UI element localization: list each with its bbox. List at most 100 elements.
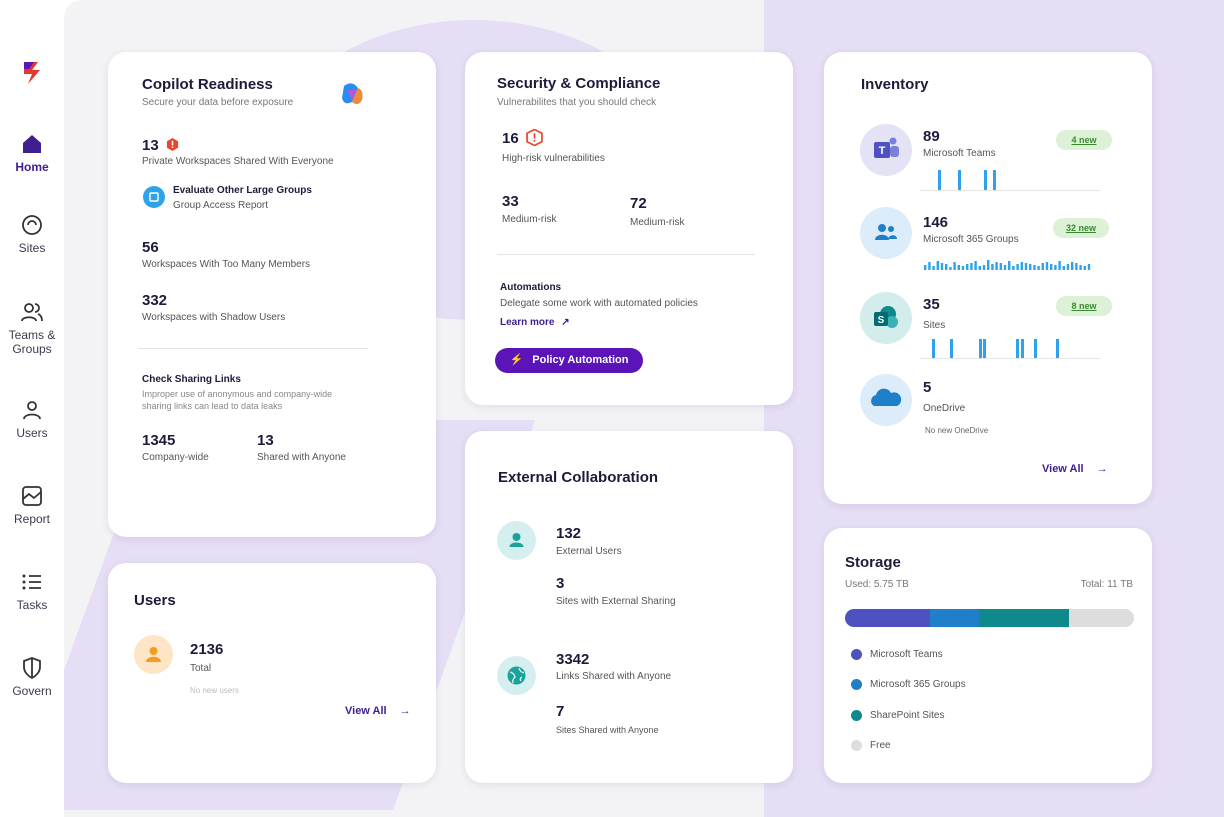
sparkline-bar bbox=[978, 266, 981, 270]
card-title: Inventory bbox=[861, 76, 929, 93]
legend-label: Free bbox=[870, 740, 891, 751]
card-title: Copilot Readiness bbox=[142, 76, 273, 93]
tasks-icon bbox=[22, 574, 41, 590]
sidebar-item-label: Groups bbox=[12, 342, 52, 356]
sidebar-item-govern[interactable]: Govern bbox=[0, 656, 64, 698]
sparkline-bar bbox=[936, 261, 939, 270]
sparkline-bar bbox=[928, 262, 931, 270]
policy-automation-button[interactable]: ⚡ Policy Automation bbox=[495, 348, 643, 373]
sparkline-bar bbox=[949, 267, 952, 270]
legend-dot-sharepoint bbox=[851, 710, 862, 721]
storage-card: Storage Used: 5.75 TB Total: 11 TB Micro… bbox=[824, 528, 1152, 783]
sparkline-bar bbox=[945, 264, 948, 270]
learn-more-link[interactable]: Learn more ↗ bbox=[500, 317, 570, 328]
sparkline-bar bbox=[1050, 264, 1053, 270]
evaluate-groups-link[interactable]: Evaluate Other Large Groups bbox=[173, 185, 312, 196]
medium-risk-count: 33 bbox=[502, 193, 519, 210]
private-workspaces-label: Private Workspaces Shared With Everyone bbox=[142, 156, 334, 167]
sparkline-bar bbox=[1054, 265, 1057, 270]
private-workspaces-count: 13 bbox=[142, 137, 159, 154]
app-logo[interactable] bbox=[18, 58, 46, 86]
sparkline-bar bbox=[1024, 263, 1028, 270]
microsoft-365-groups-icon bbox=[860, 207, 912, 259]
arrow-right-icon: → bbox=[1096, 463, 1108, 475]
no-new-onedrive-note: No new OneDrive bbox=[925, 426, 989, 435]
sidebar-item-report[interactable]: Report bbox=[0, 484, 64, 526]
onedrive-count: 5 bbox=[923, 379, 932, 396]
users-icon bbox=[23, 401, 41, 420]
copilot-icon bbox=[342, 83, 363, 105]
external-users-count: 132 bbox=[556, 525, 582, 542]
sparkline-bar bbox=[1045, 262, 1049, 270]
storage-segment-teams bbox=[845, 609, 931, 627]
divider bbox=[497, 254, 755, 255]
sparkline-bar bbox=[999, 263, 1002, 270]
divider bbox=[138, 348, 368, 349]
sites-external-sharing-label: Sites with External Sharing bbox=[556, 596, 676, 607]
sparkline-bar bbox=[991, 264, 994, 270]
onedrive-icon bbox=[860, 374, 912, 426]
card-title: Storage bbox=[845, 554, 901, 571]
sparkline-bar bbox=[982, 265, 986, 270]
storage-used: Used: 5.75 TB bbox=[845, 579, 909, 590]
view-all-label: View All bbox=[345, 705, 387, 717]
m365-groups-count: 146 bbox=[923, 214, 949, 231]
sidebar-item-home[interactable]: Home bbox=[0, 132, 64, 174]
storage-segment-m365-groups bbox=[930, 609, 980, 627]
sparkline-bar bbox=[1008, 261, 1011, 270]
external-user-icon bbox=[497, 521, 536, 560]
legend-dot-teams bbox=[851, 649, 862, 660]
sparkline-bar bbox=[966, 264, 969, 270]
sparkline-bar bbox=[987, 260, 990, 270]
sites-new-badge[interactable]: 8 new bbox=[1056, 296, 1112, 316]
medium-risk-label: Medium-risk bbox=[502, 214, 557, 225]
m365-groups-activity-sparkline bbox=[924, 260, 1091, 270]
sparkline-bar bbox=[1083, 266, 1086, 270]
m365-groups-new-badge[interactable]: 32 new bbox=[1053, 218, 1109, 238]
sidebar-item-teams-groups[interactable]: Teams & Groups bbox=[0, 300, 64, 356]
shared-anyone-count: 13 bbox=[257, 432, 274, 449]
external-link-icon: ↗ bbox=[561, 317, 570, 328]
sparkline-bar bbox=[1016, 264, 1019, 270]
sidebar-item-label: Govern bbox=[12, 684, 52, 698]
external-collaboration-card: External Collaboration 132 External User… bbox=[465, 431, 793, 783]
high-risk-label: High-risk vulnerabilities bbox=[502, 153, 605, 164]
sparkline-bar bbox=[1071, 262, 1074, 270]
sites-shared-anyone-label: Sites Shared with Anyone bbox=[556, 725, 659, 735]
sidebar-item-label: Teams & bbox=[8, 328, 56, 342]
company-wide-label: Company-wide bbox=[142, 452, 209, 463]
teams-count: 89 bbox=[923, 128, 940, 145]
svg-text:S: S bbox=[878, 315, 885, 326]
sidebar-item-users[interactable]: Users bbox=[0, 398, 64, 440]
sites-count: 35 bbox=[923, 296, 940, 313]
report-icon bbox=[22, 486, 42, 506]
sharepoint-icon: S bbox=[860, 292, 912, 344]
arrow-right-icon: → bbox=[399, 705, 411, 717]
external-users-label: External Users bbox=[556, 546, 622, 557]
sidebar-item-tasks[interactable]: Tasks bbox=[0, 570, 64, 612]
evaluate-groups-subtitle: Group Access Report bbox=[173, 200, 269, 211]
sparkline-bar bbox=[932, 266, 935, 270]
high-risk-count: 16 bbox=[502, 130, 519, 147]
sidebar: Home Sites Teams & Groups Users Report T… bbox=[0, 0, 64, 817]
sparkline-bar bbox=[1041, 263, 1044, 270]
sparkline-bar bbox=[1029, 264, 1032, 270]
sparkline-bar bbox=[1062, 266, 1065, 270]
sites-shared-anyone-count: 7 bbox=[556, 703, 565, 720]
too-many-members-count: 56 bbox=[142, 239, 159, 256]
sidebar-item-sites[interactable]: Sites bbox=[0, 213, 64, 255]
card-title: Users bbox=[134, 592, 176, 609]
medium-risk-label: Medium-risk bbox=[630, 217, 685, 228]
sparkline-bar bbox=[1020, 262, 1023, 270]
teams-new-badge[interactable]: 4 new bbox=[1056, 130, 1112, 150]
view-all-users-link[interactable]: View All → bbox=[345, 705, 411, 717]
sparkline-bar bbox=[957, 265, 960, 270]
storage-usage-bar bbox=[845, 609, 1134, 627]
links-shared-anyone-label: Links Shared with Anyone bbox=[556, 671, 672, 682]
warning-icon bbox=[526, 129, 543, 146]
teams-label: Microsoft Teams bbox=[923, 148, 996, 159]
company-wide-count: 1345 bbox=[142, 432, 176, 449]
teams-groups-icon bbox=[21, 303, 43, 322]
view-all-inventory-link[interactable]: View All → bbox=[1042, 463, 1108, 475]
user-icon bbox=[134, 635, 173, 674]
